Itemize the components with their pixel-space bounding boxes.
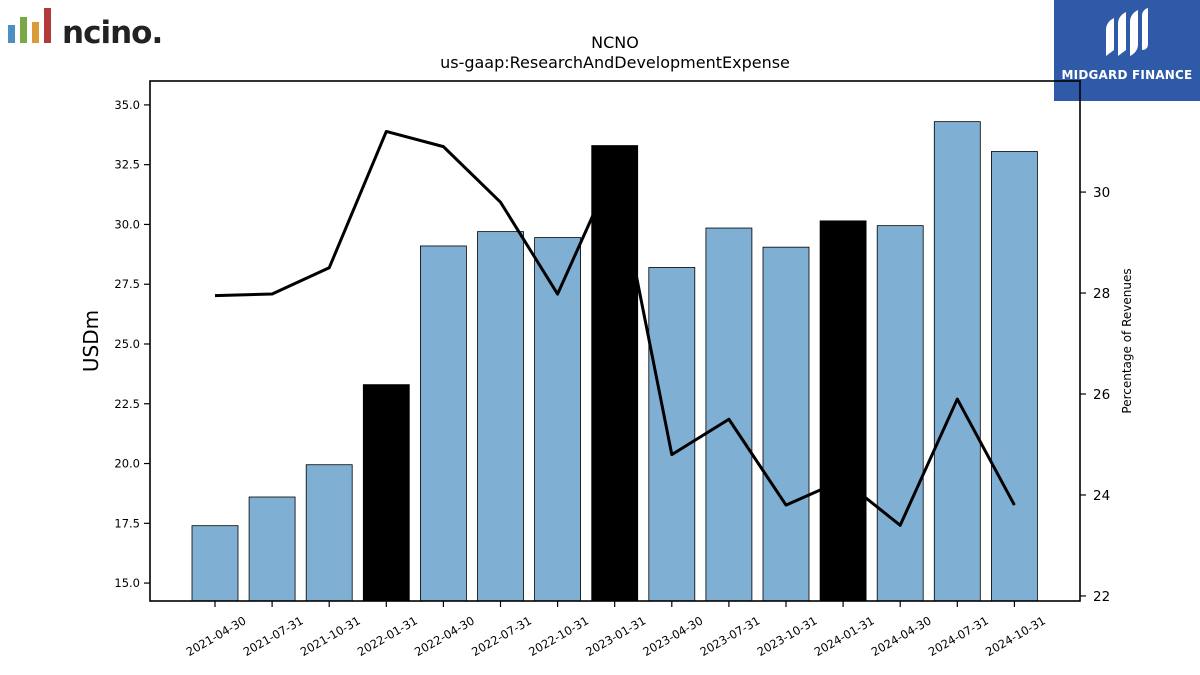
- y-tick-label: 25.0: [114, 337, 140, 351]
- y-tick-label: 15.0: [114, 576, 140, 590]
- logo-bar-1: [8, 25, 15, 43]
- y2-tick-label: 28: [1093, 286, 1110, 302]
- logo-bar-4: [44, 8, 51, 43]
- x-tick-label: 2024-10-31: [983, 613, 1048, 659]
- y2-tick-label: 22: [1093, 589, 1110, 605]
- y2-tick-label: 24: [1093, 488, 1110, 504]
- y-tick-label: 20.0: [114, 457, 140, 471]
- y-tick-label: 27.5: [114, 277, 140, 291]
- x-tick-label: 2021-04-30: [184, 613, 249, 659]
- bar-2022-07-31: [477, 231, 524, 602]
- ncino-logo: ncino.: [6, 6, 166, 51]
- x-tick-label: 2023-01-31: [583, 613, 648, 659]
- x-tick-label: 2021-07-31: [241, 613, 306, 659]
- bar-2024-10-31: [991, 151, 1038, 602]
- y-tick-label: 32.5: [114, 158, 140, 172]
- y-tick-label: 35.0: [114, 98, 140, 112]
- logo-bar-2: [20, 17, 27, 43]
- x-tick-label: 2024-01-31: [812, 613, 877, 659]
- y2-tick-label: 26: [1093, 387, 1110, 403]
- x-tick-label: 2022-04-30: [412, 613, 477, 659]
- x-tick-label: 2022-10-31: [526, 613, 591, 659]
- bar-2021-10-31: [305, 464, 353, 602]
- y-tick-label: 17.5: [114, 516, 140, 530]
- chart-title: NCNO: [591, 33, 639, 52]
- bar-2024-01-31: [819, 220, 867, 602]
- chart-subtitle: us-gaap:ResearchAndDevelopmentExpense: [440, 53, 790, 72]
- y-tick-label: 22.5: [114, 397, 140, 411]
- bar-2024-07-31: [933, 121, 981, 602]
- bar-2023-01-31: [591, 145, 639, 602]
- bar-2023-07-31: [705, 227, 753, 602]
- y2-tick-label: 30: [1093, 185, 1110, 201]
- x-tick-label: 2024-07-31: [926, 613, 991, 659]
- bar-2022-10-31: [534, 237, 581, 602]
- bar-series: [191, 121, 1038, 602]
- logo-bar-3: [32, 22, 39, 43]
- bar-2024-04-30: [876, 225, 924, 602]
- x-tick-label: 2022-07-31: [469, 613, 534, 659]
- bar-2021-07-31: [248, 496, 296, 602]
- midgard-mark-icon: [1106, 8, 1148, 56]
- y2-axis-label: Percentage of Revenues: [1120, 268, 1134, 413]
- bar-2022-01-31: [362, 384, 410, 602]
- y-tick-label: 30.0: [114, 217, 140, 231]
- bar-2023-04-30: [648, 267, 696, 602]
- x-tick-label: 2021-10-31: [298, 613, 363, 659]
- x-tick-label: 2024-04-30: [869, 613, 934, 659]
- x-tick-label: 2023-04-30: [640, 613, 705, 659]
- midgard-finance-logo: MIDGARD FINANCE: [1054, 0, 1200, 101]
- y-axis-label: USDm: [79, 310, 103, 372]
- x-tick-label: 2023-10-31: [755, 613, 820, 659]
- midgard-brand-text: MIDGARD FINANCE: [1061, 68, 1193, 82]
- bar-2023-10-31: [762, 246, 810, 602]
- bar-2022-04-30: [419, 245, 467, 602]
- x-tick-label: 2022-01-31: [355, 613, 420, 659]
- x-tick-label: 2023-07-31: [698, 613, 763, 659]
- bar-2021-04-30: [191, 525, 239, 602]
- logo-wordmark: ncino.: [62, 15, 162, 48]
- line-series: [214, 129, 1016, 527]
